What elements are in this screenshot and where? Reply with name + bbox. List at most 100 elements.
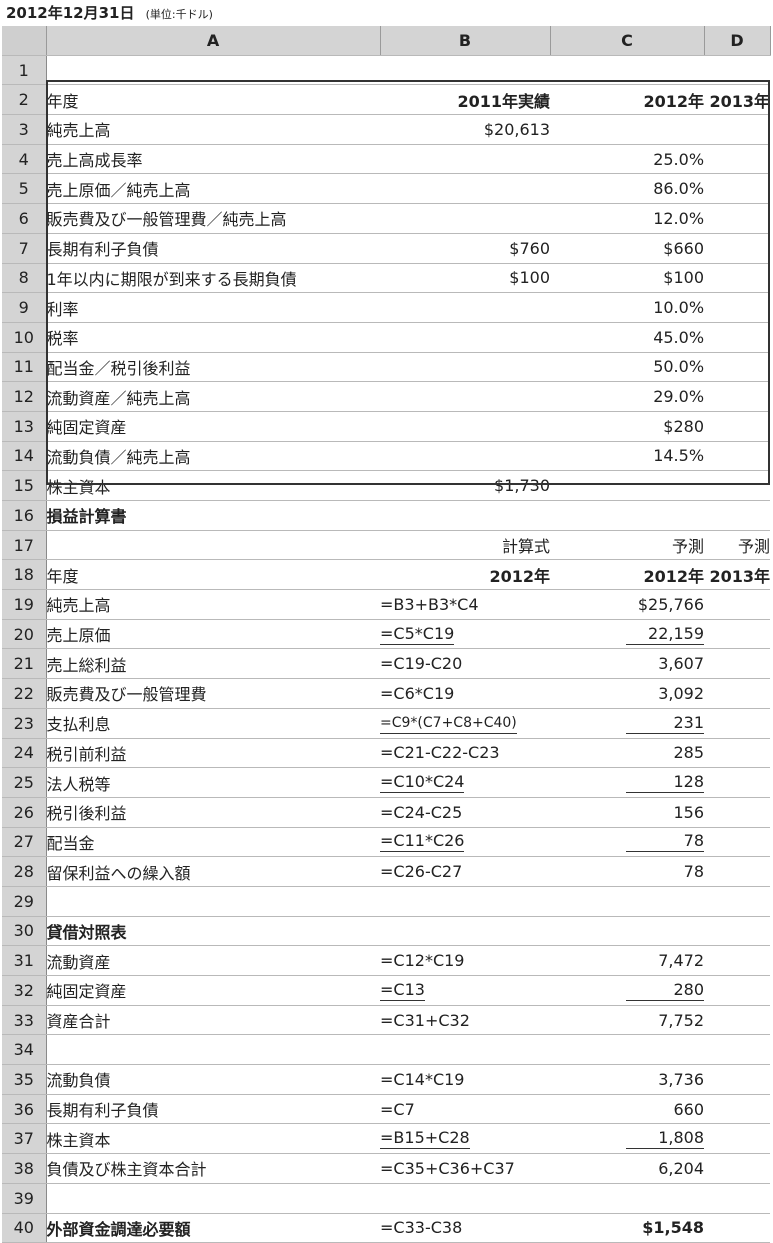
cell-c[interactable]: $1,548 [550, 1213, 705, 1243]
cell-c[interactable]: 6,204 [550, 1153, 705, 1184]
cell-b[interactable] [380, 144, 551, 175]
cell-d[interactable] [704, 975, 771, 1006]
cell-c[interactable] [550, 500, 705, 531]
cell-a[interactable]: 年度 [46, 84, 381, 116]
row-header[interactable]: 4 [2, 144, 47, 175]
row-header[interactable]: 2 [2, 84, 47, 116]
row-header[interactable]: 9 [2, 292, 47, 323]
row-header[interactable]: 25 [2, 767, 47, 798]
cell-a[interactable] [46, 1183, 381, 1214]
cell-d[interactable] [704, 500, 771, 531]
row-header[interactable]: 22 [2, 678, 47, 709]
cell-a[interactable]: 留保利益への繰入額 [46, 856, 381, 887]
cell-b[interactable] [380, 1183, 551, 1214]
cell-a[interactable]: 株主資本 [46, 1123, 381, 1155]
cell-d[interactable] [704, 1153, 771, 1184]
cell-a[interactable]: 流動負債 [46, 1064, 381, 1095]
cell-c[interactable]: $25,766 [550, 589, 705, 620]
cell-d[interactable] [704, 144, 771, 175]
cell-b[interactable] [380, 203, 551, 234]
cell-a[interactable]: 長期有利子負債 [46, 233, 381, 264]
row-header[interactable]: 17 [2, 530, 47, 561]
row-header[interactable]: 13 [2, 411, 47, 442]
cell-d[interactable] [704, 619, 771, 650]
cell-c[interactable]: 12.0% [550, 203, 705, 234]
cell-d[interactable] [704, 797, 771, 828]
cell-a[interactable]: 流動資産／純売上高 [46, 381, 381, 412]
cell-b[interactable] [380, 500, 551, 531]
cell-b[interactable]: =C11*C26 [380, 827, 551, 858]
cell-c[interactable]: 25.0% [550, 144, 705, 175]
cell-a[interactable]: 支払利息 [46, 708, 381, 739]
cell-d[interactable] [704, 1094, 771, 1125]
cell-a[interactable]: 売上総利益 [46, 648, 381, 680]
cell-a[interactable]: 株主資本 [46, 470, 381, 501]
cell-b[interactable]: =B15+C28 [380, 1123, 551, 1155]
cell-c[interactable]: 231 [550, 708, 705, 739]
row-header[interactable]: 7 [2, 233, 47, 264]
cell-a[interactable]: 純売上高 [46, 589, 381, 620]
cell-b[interactable] [380, 1034, 551, 1066]
cell-d[interactable] [704, 173, 771, 205]
cell-d[interactable] [704, 589, 771, 620]
cell-b[interactable] [380, 381, 551, 412]
cell-c[interactable] [550, 470, 705, 501]
cell-d[interactable] [704, 114, 771, 145]
row-header[interactable]: 24 [2, 738, 47, 769]
cell-b[interactable] [380, 441, 551, 472]
column-header-a[interactable]: A [46, 26, 381, 56]
cell-c[interactable] [550, 1034, 705, 1066]
row-header[interactable]: 32 [2, 975, 47, 1006]
cell-c[interactable]: 1,808 [550, 1123, 705, 1155]
cell-a[interactable] [46, 530, 381, 561]
cell-b[interactable]: 2011年実績 [380, 84, 551, 116]
cell-c[interactable]: 78 [550, 827, 705, 858]
cell-d[interactable] [704, 352, 771, 383]
cell-d[interactable] [704, 470, 771, 501]
cell-b[interactable]: =C35+C36+C37 [380, 1153, 551, 1184]
row-header[interactable]: 38 [2, 1153, 47, 1184]
cell-b[interactable] [380, 55, 551, 86]
cell-b[interactable]: =C21-C22-C23 [380, 738, 551, 769]
cell-d[interactable] [704, 886, 771, 917]
cell-b[interactable]: $20,613 [380, 114, 551, 145]
cell-d[interactable] [704, 648, 771, 680]
row-header[interactable]: 33 [2, 1005, 47, 1036]
cell-a[interactable]: 販売費及び一般管理費／純売上高 [46, 203, 381, 234]
cell-d[interactable]: 2013年 [704, 84, 771, 116]
cell-c[interactable]: 2012年 [550, 84, 705, 116]
cell-c[interactable]: 285 [550, 738, 705, 769]
cell-b[interactable]: $760 [380, 233, 551, 264]
cell-c[interactable]: 50.0% [550, 352, 705, 383]
cell-d[interactable] [704, 233, 771, 264]
cell-d[interactable] [704, 678, 771, 709]
cell-b[interactable]: =C26-C27 [380, 856, 551, 887]
cell-c[interactable]: 86.0% [550, 173, 705, 205]
cell-d[interactable] [704, 1064, 771, 1095]
cell-c[interactable]: 22,159 [550, 619, 705, 650]
row-header[interactable]: 23 [2, 708, 47, 739]
row-header[interactable]: 18 [2, 559, 47, 591]
cell-b[interactable]: =C31+C32 [380, 1005, 551, 1036]
cell-b[interactable]: =C9*(C7+C8+C40) [380, 708, 551, 739]
row-header[interactable]: 36 [2, 1094, 47, 1125]
row-header[interactable]: 10 [2, 322, 47, 353]
cell-d[interactable] [704, 945, 771, 976]
row-header[interactable]: 6 [2, 203, 47, 234]
cell-c[interactable]: 78 [550, 856, 705, 887]
cell-d[interactable] [704, 827, 771, 858]
cell-c[interactable]: $280 [550, 411, 705, 442]
cell-b[interactable]: =C7 [380, 1094, 551, 1125]
cell-d[interactable] [704, 738, 771, 769]
cell-b[interactable]: $1,730 [380, 470, 551, 501]
cell-b[interactable]: =C14*C19 [380, 1064, 551, 1095]
cell-d[interactable]: 予測 [704, 530, 771, 561]
cell-a[interactable]: 長期有利子負債 [46, 1094, 381, 1125]
cell-a[interactable]: 税引前利益 [46, 738, 381, 769]
row-header[interactable]: 21 [2, 648, 47, 680]
cell-c[interactable]: 10.0% [550, 292, 705, 323]
cell-b[interactable] [380, 352, 551, 383]
cell-c[interactable]: $660 [550, 233, 705, 264]
cell-c[interactable]: 3,607 [550, 648, 705, 680]
cell-b[interactable] [380, 886, 551, 917]
